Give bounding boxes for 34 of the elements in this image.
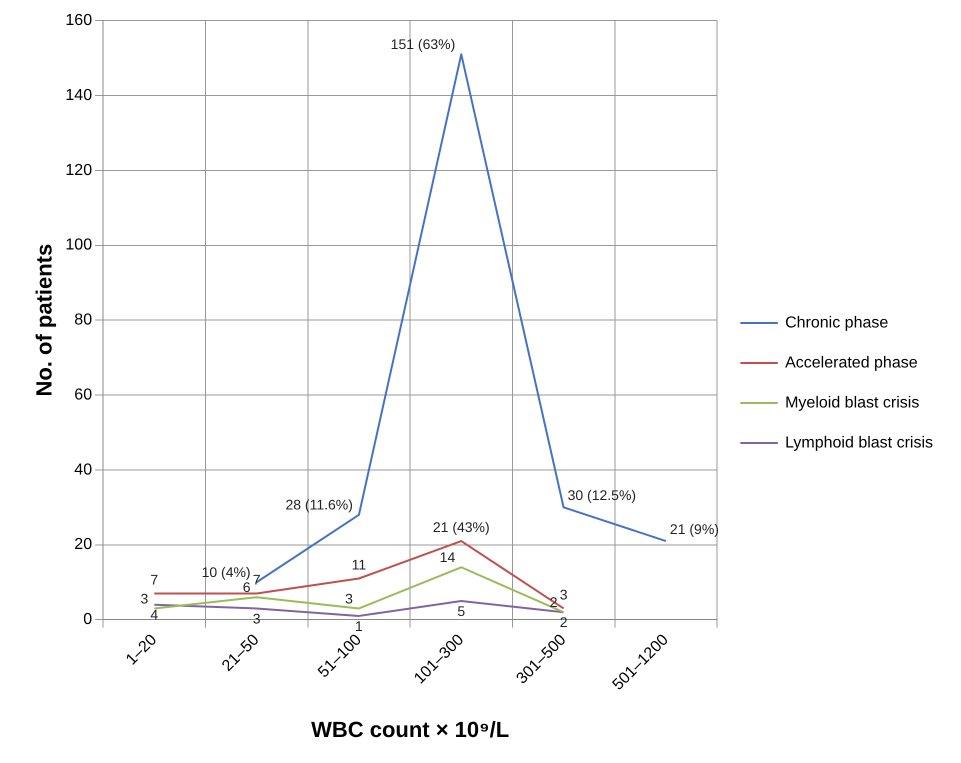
y-tick-label: 120 — [65, 162, 92, 179]
data-label: 5 — [457, 602, 466, 619]
y-tick-label: 100 — [65, 236, 92, 254]
legend-label: Lymphoid blast crisis — [785, 434, 933, 452]
data-label: 3 — [252, 610, 261, 626]
data-label: 151 (63%) — [390, 36, 456, 52]
data-label: 10 (4%) — [202, 564, 251, 580]
data-label: 3 — [345, 590, 354, 606]
data-label: 6 — [242, 579, 251, 596]
y-tick-label: 160 — [65, 12, 92, 30]
y-tick-label: 40 — [74, 461, 92, 478]
data-label: 30 (12.5%) — [568, 487, 636, 504]
y-tick-label: 0 — [83, 611, 92, 628]
y-tick-label: 60 — [74, 386, 92, 404]
data-label: 21 (43%) — [432, 518, 490, 535]
data-label: 7 — [150, 571, 158, 588]
y-tick-label: 80 — [74, 312, 92, 329]
y-tick-label: 140 — [65, 86, 92, 104]
legend-label: Accelerated phase — [785, 354, 918, 372]
data-label: 1 — [355, 618, 364, 634]
y-axis-title: No. of patients — [31, 244, 56, 397]
data-label: 28 (11.6%) — [285, 496, 353, 513]
y-tick-label: 20 — [74, 536, 92, 554]
data-label: 14 — [440, 549, 456, 566]
legend-label: Myeloid blast crisis — [785, 394, 920, 412]
data-label: 21 (9%) — [670, 520, 719, 537]
data-label: 2 — [560, 614, 568, 630]
data-label: 3 — [140, 590, 148, 606]
data-label: 4 — [150, 606, 158, 623]
data-label: 7 — [252, 571, 261, 588]
data-label: 3 — [560, 586, 568, 602]
legend-label: Chronic phase — [785, 314, 888, 332]
data-label: 11 — [352, 556, 366, 572]
x-axis-title: WBC count × 10⁹/L — [311, 716, 510, 742]
